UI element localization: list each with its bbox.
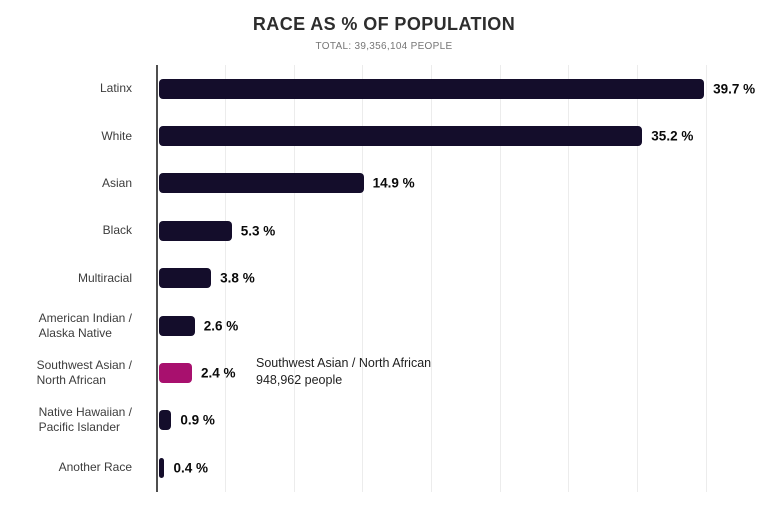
tooltip-count-line: 948,962 people bbox=[256, 373, 343, 387]
category-label-text: Native Hawaiian / Pacific Islander bbox=[38, 405, 132, 435]
bar[interactable] bbox=[159, 268, 212, 289]
category-label-text: White bbox=[101, 128, 132, 143]
category-label-text: Another Race bbox=[58, 460, 132, 475]
category-label-text: Latinx bbox=[99, 81, 132, 96]
chart-title: RACE AS % OF POPULATION bbox=[252, 14, 516, 34]
gridline bbox=[568, 65, 570, 492]
category-label: American Indian / Alaska Native bbox=[0, 302, 136, 349]
value-label: 0.9 % bbox=[180, 412, 215, 428]
category-label: Black bbox=[0, 207, 136, 254]
gridline bbox=[293, 65, 295, 492]
bar[interactable] bbox=[159, 173, 364, 194]
value-label: 35.2 % bbox=[651, 128, 694, 144]
category-label-text: Asian bbox=[101, 175, 132, 190]
value-label: 0.4 % bbox=[173, 460, 209, 476]
category-label-text: American Indian / Alaska Native bbox=[38, 310, 132, 340]
tooltip-category-line: Southwest Asian / North African bbox=[256, 356, 432, 370]
bar[interactable] bbox=[159, 126, 643, 147]
gridline bbox=[499, 65, 501, 492]
gridline bbox=[362, 65, 364, 492]
value-label: 2.4 % bbox=[200, 365, 236, 381]
bar[interactable] bbox=[159, 363, 192, 384]
bar-row: Latinx 39.7 % bbox=[0, 65, 768, 112]
bar[interactable] bbox=[159, 457, 165, 478]
bar-row: White 35.2 % bbox=[0, 112, 768, 159]
bar-row: American Indian / Alaska Native 2.6 % bbox=[0, 302, 768, 349]
category-label: Multiracial bbox=[0, 255, 136, 302]
bar-row: Asian 14.9 % bbox=[0, 160, 768, 207]
plot-area: Latinx 39.7 % White 35.2 % Asian 14.9 % … bbox=[0, 65, 768, 492]
category-label: White bbox=[0, 112, 136, 159]
category-label: Another Race bbox=[0, 444, 136, 491]
category-label: Asian bbox=[0, 160, 136, 207]
gridline bbox=[225, 65, 227, 492]
value-label: 5.3 % bbox=[240, 223, 276, 239]
gridline bbox=[637, 65, 639, 492]
category-label-text: Multiracial bbox=[77, 270, 132, 285]
value-label: 39.7 % bbox=[713, 81, 756, 97]
bar[interactable] bbox=[159, 315, 195, 336]
bar[interactable] bbox=[159, 78, 705, 99]
y-axis-line bbox=[156, 65, 158, 492]
bar-row: Another Race 0.4 % bbox=[0, 444, 768, 491]
bar-row: Black 5.3 % bbox=[0, 207, 768, 254]
bar[interactable] bbox=[159, 410, 172, 431]
gridline bbox=[705, 65, 707, 492]
bar-tooltip: Southwest Asian / North African 948,962 … bbox=[256, 355, 431, 389]
category-label: Native Hawaiian / Pacific Islander bbox=[0, 397, 136, 444]
category-label-text: Black bbox=[102, 223, 132, 238]
category-label-text: Southwest Asian / North African bbox=[36, 358, 132, 388]
value-label: 2.6 % bbox=[203, 318, 239, 334]
gridline bbox=[431, 65, 433, 492]
value-label: 3.8 % bbox=[220, 270, 255, 286]
bar[interactable] bbox=[159, 220, 232, 241]
category-label: Latinx bbox=[0, 65, 136, 112]
bar-row: Multiracial 3.8 % bbox=[0, 255, 768, 302]
value-label: 14.9 % bbox=[372, 175, 415, 191]
bar-row: Native Hawaiian / Pacific Islander 0.9 % bbox=[0, 397, 768, 444]
chart-subtitle: TOTAL: 39,356,104 PEOPLE bbox=[315, 41, 453, 52]
category-label: Southwest Asian / North African bbox=[0, 349, 136, 396]
bar-row: Southwest Asian / North African 2.4 % bbox=[0, 349, 768, 396]
